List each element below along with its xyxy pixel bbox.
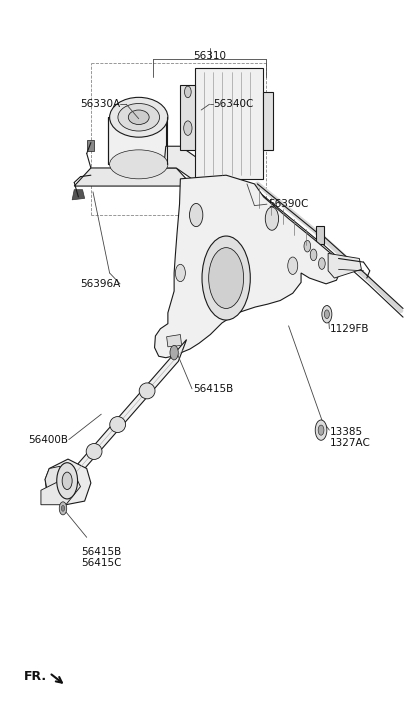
Ellipse shape [57,462,78,499]
Polygon shape [108,117,166,164]
Polygon shape [74,168,193,186]
Ellipse shape [59,502,67,515]
Ellipse shape [189,204,203,227]
Polygon shape [87,140,94,151]
Ellipse shape [110,417,126,433]
Ellipse shape [324,310,329,318]
Ellipse shape [139,383,155,399]
Ellipse shape [110,150,168,179]
Ellipse shape [318,258,325,269]
Polygon shape [45,466,67,501]
Polygon shape [72,190,85,200]
Text: 56396A: 56396A [80,279,120,289]
Polygon shape [328,254,362,278]
Text: 56415B
56415C: 56415B 56415C [81,547,122,569]
Ellipse shape [176,265,185,281]
Text: FR.: FR. [24,670,47,683]
Text: 56415B: 56415B [193,384,233,394]
Text: 56400B: 56400B [28,435,68,444]
Ellipse shape [315,420,327,441]
Ellipse shape [288,257,298,274]
Text: 1129FB: 1129FB [330,324,370,334]
Polygon shape [263,92,273,150]
Polygon shape [155,175,341,358]
Text: 56340C: 56340C [214,99,254,109]
Polygon shape [60,340,186,496]
Ellipse shape [170,345,178,360]
Ellipse shape [265,207,279,230]
Text: 56310: 56310 [193,51,226,61]
Text: 13385
1327AC: 13385 1327AC [330,427,371,448]
Text: 56390C: 56390C [268,199,308,209]
Ellipse shape [128,110,149,124]
Ellipse shape [304,241,310,252]
Polygon shape [41,473,80,505]
Ellipse shape [62,472,72,489]
Ellipse shape [209,248,243,308]
Polygon shape [195,68,263,179]
Polygon shape [180,84,195,150]
Ellipse shape [118,103,160,131]
Ellipse shape [202,236,250,320]
Polygon shape [167,334,181,347]
Text: 56330A: 56330A [80,99,120,109]
Ellipse shape [322,305,332,323]
Ellipse shape [184,86,191,97]
Ellipse shape [310,249,317,261]
Polygon shape [45,459,91,505]
Polygon shape [316,226,324,244]
Ellipse shape [86,443,102,459]
Ellipse shape [61,505,65,511]
Polygon shape [164,146,214,186]
Ellipse shape [318,425,324,435]
Ellipse shape [184,121,192,135]
Ellipse shape [110,97,168,137]
